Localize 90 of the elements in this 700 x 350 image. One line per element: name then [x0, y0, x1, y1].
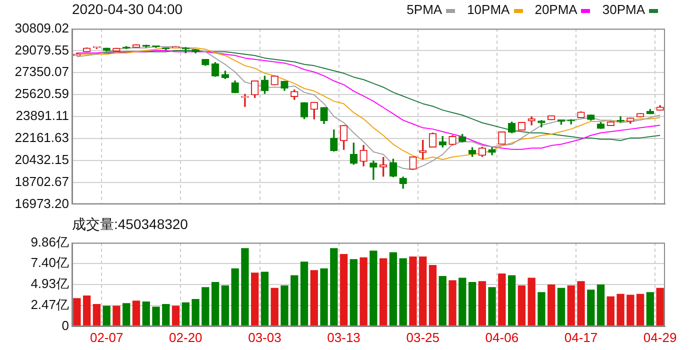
bar — [448, 280, 456, 326]
bar — [548, 284, 556, 326]
bar — [498, 274, 506, 326]
bar — [399, 258, 407, 326]
bar — [478, 281, 486, 326]
bar — [270, 288, 278, 326]
x-tick-label: 04-06 — [485, 330, 519, 345]
bar — [636, 294, 644, 326]
bar — [112, 306, 120, 326]
bar — [518, 285, 526, 326]
bar — [360, 257, 368, 326]
bar — [251, 272, 259, 326]
bar — [488, 287, 496, 326]
y-tick-label: 7.40亿 — [30, 255, 69, 270]
bar — [587, 290, 595, 326]
bar — [458, 278, 466, 326]
y-tick-label: 4.93亿 — [30, 276, 69, 292]
bar — [606, 296, 614, 326]
bar — [172, 306, 180, 326]
bar — [102, 306, 110, 326]
y-tick-label: 22161.63 — [14, 130, 69, 146]
bar — [616, 294, 624, 326]
bar — [596, 284, 605, 326]
bar — [310, 270, 318, 326]
chart-title: 2020-04-30 04:00 — [72, 1, 183, 17]
y-tick-label: 30809.02 — [14, 20, 69, 36]
y-tick-label: 25620.59 — [14, 86, 69, 102]
bar — [192, 298, 200, 326]
bar — [409, 256, 417, 326]
bar — [656, 288, 664, 326]
bar — [577, 281, 585, 326]
bar — [211, 282, 220, 326]
y-tick-label: 29079.55 — [14, 42, 69, 58]
x-tick-label: 03-25 — [406, 330, 440, 345]
x-tick-label: 02-20 — [169, 330, 202, 345]
candlestick — [241, 94, 249, 107]
bar — [320, 268, 328, 326]
candlestick — [370, 160, 378, 180]
bar — [221, 285, 230, 326]
legend-label: 5PMA — [406, 2, 444, 17]
bar — [379, 258, 388, 326]
bar — [73, 298, 81, 326]
chart-title: 成交量:450348320 — [72, 216, 188, 234]
bar — [389, 252, 398, 326]
bar — [350, 259, 358, 326]
legend-label: 20PMA — [534, 2, 578, 17]
x-tick-label: 02-07 — [90, 330, 124, 345]
y-tick-label: 2.47亿 — [30, 297, 69, 312]
bar — [567, 285, 575, 326]
bar — [626, 294, 634, 326]
bar — [646, 292, 654, 326]
bar — [290, 275, 298, 326]
bar — [370, 250, 378, 326]
bar — [182, 302, 190, 326]
bar — [330, 248, 338, 326]
bar — [202, 287, 210, 326]
bar — [300, 262, 308, 326]
bar — [92, 304, 101, 326]
bar — [557, 288, 566, 326]
y-tick-label: 9.86亿 — [30, 234, 69, 250]
y-tick-label: 16973.20 — [14, 196, 69, 211]
bar — [82, 296, 91, 326]
bar — [428, 265, 437, 326]
y-tick-label: 0 — [62, 318, 69, 333]
bar — [231, 268, 239, 326]
bar — [260, 272, 269, 326]
bar — [142, 301, 150, 326]
bar — [340, 254, 348, 326]
legend-label: 30PMA — [602, 2, 646, 17]
y-tick-label: 20432.15 — [14, 152, 69, 167]
bar — [468, 282, 476, 326]
legend-label: 10PMA — [467, 2, 511, 17]
y-tick-label: 18702.67 — [14, 174, 69, 189]
bar — [419, 256, 427, 326]
bar — [528, 278, 536, 326]
bar — [538, 292, 546, 326]
bar — [438, 276, 446, 326]
x-tick-label: 04-29 — [643, 330, 677, 345]
bar — [122, 303, 130, 326]
bar — [280, 285, 288, 326]
bar — [241, 248, 249, 326]
x-tick-label: 03-03 — [248, 330, 282, 345]
bar — [162, 304, 170, 326]
x-tick-label: 03-13 — [327, 330, 360, 345]
y-tick-label: 23891.11 — [16, 108, 69, 124]
x-tick-label: 04-17 — [564, 330, 598, 345]
bar — [508, 275, 516, 326]
y-tick-label: 27350.07 — [14, 64, 69, 80]
bar — [132, 300, 140, 326]
bar — [152, 306, 160, 326]
